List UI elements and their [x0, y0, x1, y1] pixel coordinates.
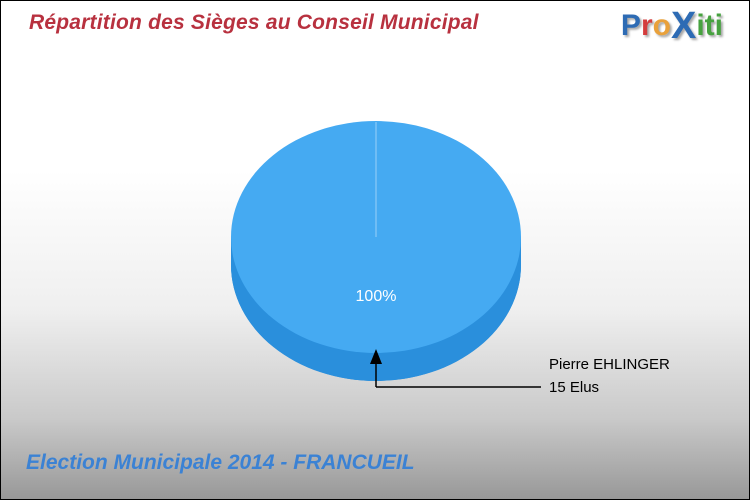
page-title: Répartition des Sièges au Conseil Munici… [29, 11, 479, 34]
logo-letter: P [620, 9, 641, 42]
annotation-name: Pierre EHLINGER [549, 356, 670, 373]
callout-arrowhead [370, 349, 382, 364]
percent-label: 100% [355, 288, 397, 305]
footer-title: Election Municipale 2014 - FRANCUEIL [26, 451, 415, 474]
annotation-seats: 15 Elus [549, 379, 600, 396]
logo-letter: i [696, 9, 705, 42]
brand-logo: ProXiti [621, 7, 723, 45]
logo-letter: o [652, 9, 671, 42]
logo-letter: X [670, 5, 697, 47]
logo-letter: t [704, 9, 715, 42]
logo-letter: i [714, 9, 723, 42]
pie-slice [231, 121, 521, 353]
logo-letter: r [640, 9, 653, 42]
